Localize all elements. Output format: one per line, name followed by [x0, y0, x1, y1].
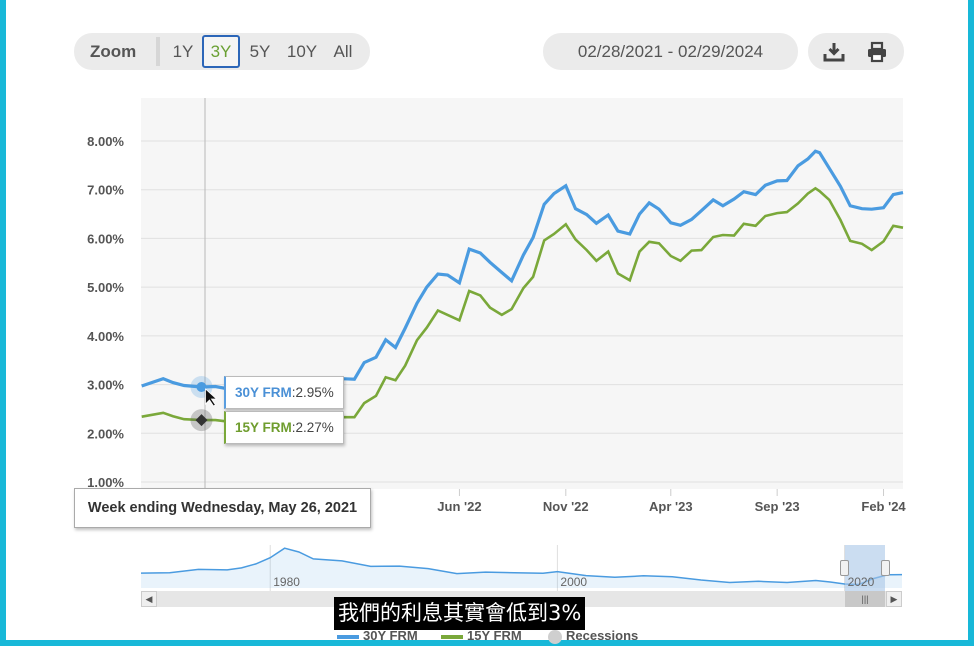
y-tick-label: 8.00%	[87, 134, 124, 149]
navigator-tick-label: 1980	[273, 575, 300, 589]
hover-point-30y	[196, 382, 207, 393]
navigator-area	[141, 545, 902, 591]
y-tick-label: 3.00%	[87, 378, 124, 393]
scroll-right-button[interactable]: ▶	[886, 591, 902, 607]
zoom-divider	[156, 37, 160, 66]
scroll-left-button[interactable]: ◀	[141, 591, 157, 607]
y-tick-label: 1.00%	[87, 475, 124, 490]
zoom-5y-button[interactable]: 5Y	[249, 42, 271, 61]
video-frame-right	[968, 0, 974, 646]
tooltip-30y-label: 30Y FRM	[235, 385, 292, 400]
legend-label-15y: 15Y FRM	[467, 628, 522, 643]
mouse-cursor-icon	[205, 388, 218, 407]
navigator-selection[interactable]	[845, 545, 885, 591]
tooltip-15y-frm: 15Y FRM:2.27%	[224, 411, 344, 444]
x-tick-label: Apr '23	[649, 499, 693, 514]
video-frame-left	[0, 0, 6, 646]
date-range-input[interactable]: 02/28/2021 - 02/29/2024	[543, 33, 798, 70]
zoom-10y-button[interactable]: 10Y	[286, 42, 318, 61]
video-frame-bottom	[0, 640, 974, 646]
navigator-tick-label: 2020	[848, 575, 875, 589]
navigator-series-line	[140, 547, 903, 586]
navigator-handle-left[interactable]	[840, 560, 849, 576]
zoom-label: Zoom	[90, 42, 137, 61]
legend-swatch-recessions	[548, 629, 562, 644]
legend-swatch-30y	[337, 634, 359, 639]
x-tick-label: Nov '22	[543, 499, 589, 514]
legend-swatch-15y	[441, 634, 463, 639]
zoom-all-button[interactable]: All	[333, 42, 353, 61]
x-tick-label: Jun '22	[437, 499, 481, 514]
tooltip-week-ending: Week ending Wednesday, May 26, 2021	[74, 488, 371, 528]
legend-label-recessions: Recessions	[566, 628, 639, 643]
navigator-series-area	[141, 548, 902, 588]
x-tick-label: Sep '23	[755, 499, 800, 514]
tooltip-15y-label: 15Y FRM	[235, 420, 292, 435]
legend-item-recessions[interactable]: Recessions	[548, 628, 638, 646]
y-tick-label: 4.00%	[87, 329, 124, 344]
tooltip-30y-value: :2.95%	[291, 385, 334, 400]
tooltip-15y-value: :2.27%	[291, 420, 334, 435]
download-icon[interactable]	[823, 41, 845, 63]
scrollbar-thumb[interactable]: |||	[845, 591, 885, 607]
navigator-handle-right[interactable]	[881, 560, 890, 576]
hover-point-15y	[195, 414, 208, 427]
y-tick-label: 7.00%	[87, 183, 124, 198]
tooltip-30y-frm: 30Y FRM:2.95%	[224, 376, 344, 409]
y-tick-label: 6.00%	[87, 231, 124, 246]
y-tick-label: 5.00%	[87, 280, 124, 295]
x-tick-label: Feb '24	[861, 499, 906, 514]
zoom-selector: Zoom 1Y 3Y 5Y 10Y All	[74, 33, 370, 70]
legend-item-30y-frm[interactable]: 30Y FRM	[337, 628, 418, 646]
zoom-3y-button[interactable]: 3Y	[202, 35, 240, 68]
legend-item-15y-frm[interactable]: 15Y FRM	[441, 628, 522, 646]
print-icon[interactable]	[866, 41, 888, 63]
zoom-1y-button[interactable]: 1Y	[172, 42, 194, 61]
chart-tools	[808, 33, 904, 70]
y-tick-label: 2.00%	[87, 426, 124, 441]
legend-label-30y: 30Y FRM	[363, 628, 418, 643]
video-subtitle: 我們的利息其實會低到3%	[334, 597, 586, 630]
navigator-tick-label: 2000	[560, 575, 587, 589]
